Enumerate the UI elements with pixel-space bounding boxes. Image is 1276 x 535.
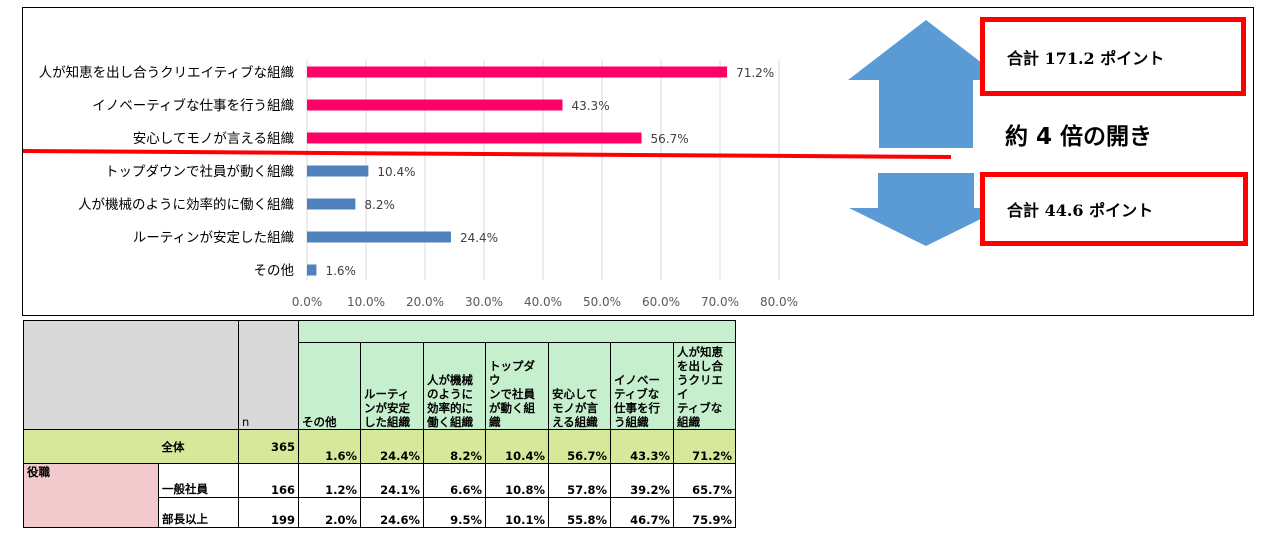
bar: [307, 99, 563, 111]
table-cell: 39.2%: [610, 463, 674, 498]
column-header: ルーティ ンが安定 した組織: [360, 342, 424, 430]
gap-text: 約 4 倍の開き: [1005, 124, 1153, 150]
data-table: n その他 ルーティ ンが安定 した組織 人が機械 のように 効率的に 働く組織 トップダウ ンで…: [23, 320, 736, 528]
x-tick-label: 40.0%: [524, 295, 562, 309]
column-header: イノベー ティブな 仕事を行 う組織: [610, 342, 674, 430]
table-cell: 2.0%: [298, 497, 361, 528]
table-cell: 6.6%: [423, 463, 486, 498]
table-cell: 1.2%: [298, 463, 361, 498]
table-corner: [23, 320, 239, 430]
category-label: その他: [254, 263, 295, 279]
group-label: 役職: [23, 463, 159, 528]
data-label: 10.4%: [377, 165, 415, 179]
table-cell: 57.8%: [548, 463, 611, 498]
category-label: ルーティンが安定した組織: [133, 230, 295, 246]
bar: [307, 231, 451, 243]
x-tick-label: 30.0%: [465, 295, 503, 309]
data-label: 8.2%: [364, 198, 395, 212]
table-cell: 9.5%: [423, 497, 486, 528]
row-label: 一般社員: [158, 463, 239, 498]
total-spacer: [23, 429, 159, 464]
column-header: その他: [298, 342, 361, 430]
x-tick-label: 80.0%: [760, 295, 798, 309]
bar: [307, 66, 728, 78]
x-tick-label: 60.0%: [642, 295, 680, 309]
x-tick-label: 0.0%: [292, 295, 323, 309]
total-cell: 71.2%: [673, 429, 736, 464]
table-cell: 46.7%: [610, 497, 674, 528]
bar: [307, 198, 356, 210]
table-cell: 10.8%: [485, 463, 549, 498]
bottom-total-callout: 合計 44.6 ポイント: [980, 172, 1248, 246]
total-cell: 1.6%: [298, 429, 361, 464]
total-cell: 10.4%: [485, 429, 549, 464]
category-label: 人が機械のように効率的に働く組織: [78, 196, 294, 213]
data-label: 43.3%: [571, 99, 609, 113]
table-cell: 10.1%: [485, 497, 549, 528]
table-cell: 65.7%: [673, 463, 736, 498]
bars: [307, 66, 728, 276]
data-label: 24.4%: [460, 231, 498, 245]
grid-lines: [306, 60, 780, 280]
category-label: イノベーティブな仕事を行う組織: [92, 97, 294, 114]
table-cell: 24.1%: [360, 463, 424, 498]
bottom-total-text: 合計 44.6 ポイント: [1007, 201, 1154, 220]
x-tick-label: 20.0%: [406, 295, 444, 309]
up-arrow-icon: [848, 20, 1004, 148]
row-n: 199: [238, 497, 299, 528]
divider-line: [23, 149, 952, 159]
total-cell: 24.4%: [360, 429, 424, 464]
table-cell: 55.8%: [548, 497, 611, 528]
total-cell: 43.3%: [610, 429, 674, 464]
data-label: 1.6%: [325, 264, 356, 278]
total-cell: 8.2%: [423, 429, 486, 464]
total-label: 全体: [158, 429, 239, 464]
x-tick-label: 10.0%: [347, 295, 385, 309]
total-n: 365: [238, 429, 299, 464]
bar-chart: 0.0% 10.0% 20.0% 30.0% 40.0% 50.0% 60.0% 70.0% 8…: [23, 20, 1004, 309]
x-tick-label: 50.0%: [583, 295, 621, 309]
labels: 0.0% 10.0% 20.0% 30.0% 40.0% 50.0% 60.0% 70.0% 8…: [39, 64, 798, 309]
category-label: 安心してモノが言える組織: [133, 131, 295, 147]
bar: [307, 165, 369, 177]
row-n: 166: [238, 463, 299, 498]
n-header: n: [238, 320, 299, 430]
column-header: 人が知恵 を出し合 うクリエイ ティブな 組織: [673, 342, 736, 430]
data-label: 56.7%: [651, 132, 689, 146]
x-tick-label: 70.0%: [701, 295, 739, 309]
column-group-header: [298, 320, 736, 343]
category-label: トップダウンで社員が動く組織: [105, 164, 294, 180]
row-label: 部長以上: [158, 497, 239, 528]
category-label: 人が知恵を出し合うクリエイティブな組織: [39, 64, 295, 81]
table-cell: 24.6%: [360, 497, 424, 528]
column-header: 安心して モノが言 える組織: [548, 342, 611, 430]
table-cell: 75.9%: [673, 497, 736, 528]
column-header: 人が機械 のように 効率的に 働く組織: [423, 342, 486, 430]
top-total-callout: 合計 171.2 ポイント: [980, 17, 1246, 96]
bar: [307, 132, 642, 144]
down-arrow-icon: [849, 173, 1003, 246]
data-label: 71.2%: [736, 66, 774, 80]
top-total-text: 合計 171.2 ポイント: [1007, 48, 1165, 68]
total-cell: 56.7%: [548, 429, 611, 464]
bar: [307, 264, 317, 276]
column-header: トップダウ ンで社員 が動く組織: [485, 342, 549, 430]
